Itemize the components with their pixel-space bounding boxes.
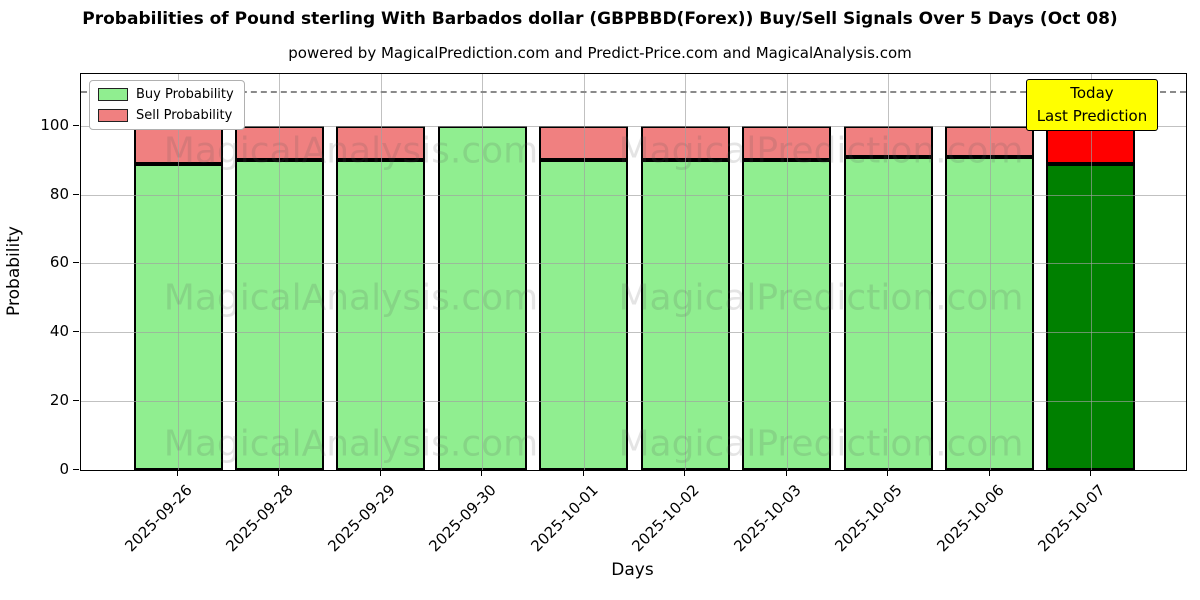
today-annotation-line1: Today [1070,84,1114,102]
annotation-layer: Today Last Prediction [81,74,1186,470]
horizontal-gridline [81,125,1186,127]
watermark-text-left: MagicalAnalysis.com [163,130,539,172]
vertical-gridline [685,74,687,470]
x-tick-mark [278,470,280,476]
x-tick-mark [379,470,381,476]
vertical-gridline [482,74,484,470]
y-tick-mark [73,193,79,195]
x-tick-label: 2025-09-30 [425,481,501,556]
horizontal-gridline [81,401,1186,403]
sell-bar-segment[interactable] [945,125,1035,157]
dashed-threshold-layer [81,74,1186,470]
chart-subtitle: powered by MagicalPrediction.com and Pre… [288,44,912,62]
plot-area: MagicalAnalysis.com MagicalPrediction.com… [80,73,1187,471]
x-tick-mark [887,470,889,476]
y-tick-label: 100 [40,115,69,134]
sell-bar-segment[interactable] [133,125,223,164]
sell-swatch-icon [98,109,128,122]
x-tick-mark [785,470,787,476]
watermark-text-left: MagicalAnalysis.com [163,277,539,319]
chart-title: Probabilities of Pound sterling With Bar… [82,9,1118,29]
y-tick-mark [73,262,79,264]
x-tick-mark [684,470,686,476]
buy-bar-segment[interactable] [234,160,324,470]
today-annotation-line2: Last Prediction [1036,107,1148,125]
y-tick-mark [73,124,79,126]
grid-layer [81,74,1186,470]
horizontal-gridline [81,194,1186,196]
buy-bar-segment[interactable] [336,160,426,470]
y-tick-label: 60 [49,253,69,272]
watermark-text-right: MagicalPrediction.com [618,423,1024,465]
x-tick-label: 2025-10-06 [932,481,1008,556]
x-tick-label: 2025-10-03 [729,481,805,556]
x-tick-label: 2025-10-07 [1034,481,1109,556]
sell-bar-segment[interactable] [640,125,730,161]
x-tick-mark [481,470,483,476]
buy-bar-segment[interactable] [742,160,832,470]
legend-label-buy: Buy Probability [136,87,234,102]
sell-bar-segment[interactable] [843,125,933,157]
watermark-text-right: MagicalPrediction.com [618,277,1024,319]
y-tick-label: 20 [49,391,69,410]
today-annotation: Today Last Prediction [1025,79,1158,131]
vertical-gridline [1090,74,1092,470]
y-tick-label: 40 [49,322,69,341]
sell-bar-segment[interactable] [539,125,629,161]
buy-swatch-icon [98,88,128,101]
x-tick-label: 2025-10-02 [628,481,703,556]
legend: Buy Probability Sell Probability [89,80,245,130]
buy-bar-segment[interactable] [1046,163,1136,470]
vertical-gridline [583,74,585,470]
watermark-layer: MagicalAnalysis.com MagicalPrediction.com… [81,74,1186,470]
legend-item-sell: Sell Probability [98,108,234,123]
y-tick-mark [73,331,79,333]
vertical-gridline [279,74,281,470]
buy-bar-segment[interactable] [843,156,933,470]
dashed-threshold-line [81,91,1186,94]
x-tick-label: 2025-10-01 [527,481,602,556]
x-tick-label: 2025-10-05 [831,481,906,556]
buy-bar-segment[interactable] [539,160,629,470]
sell-bar-segment[interactable] [1046,125,1136,164]
x-tick-label: 2025-09-28 [222,481,298,556]
vertical-gridline [380,74,382,470]
x-tick-mark [582,470,584,476]
watermark-text-right: MagicalPrediction.com [618,130,1024,172]
watermark-text-left: MagicalAnalysis.com [163,423,539,465]
legend-item-buy: Buy Probability [98,87,234,102]
vertical-gridline [786,74,788,470]
y-axis-title: Probability [4,226,24,316]
x-tick-mark [988,470,990,476]
sell-bar-segment[interactable] [742,125,832,161]
buy-bar-segment[interactable] [133,163,223,470]
x-axis-title: Days [611,560,654,580]
buy-bar-segment[interactable] [945,156,1035,470]
buy-bar-segment[interactable] [640,160,730,470]
y-tick-label: 80 [49,184,69,203]
horizontal-gridline [81,263,1186,265]
horizontal-gridline [81,332,1186,334]
x-tick-mark [1089,470,1091,476]
y-tick-label: 0 [59,460,69,478]
sell-bar-segment[interactable] [336,125,426,161]
legend-label-sell: Sell Probability [136,108,233,123]
vertical-gridline [989,74,991,470]
x-tick-mark [177,470,178,476]
x-tick-label: 2025-09-29 [324,481,399,556]
sell-bar-segment[interactable] [234,125,324,161]
bars-layer [81,74,1186,470]
vertical-gridline [178,74,179,470]
y-tick-mark [73,400,79,402]
vertical-gridline [888,74,890,470]
y-tick-mark [73,469,79,470]
x-tick-label: 2025-09-26 [121,481,196,556]
buy-bar-segment[interactable] [437,125,527,470]
